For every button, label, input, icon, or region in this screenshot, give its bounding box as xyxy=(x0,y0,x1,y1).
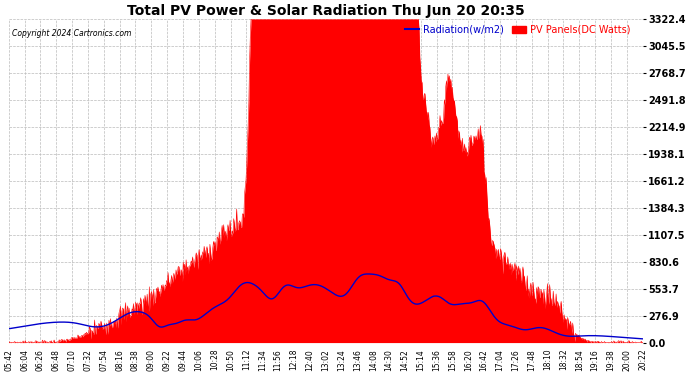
Title: Total PV Power & Solar Radiation Thu Jun 20 20:35: Total PV Power & Solar Radiation Thu Jun… xyxy=(127,4,524,18)
Legend: Radiation(w/m2), PV Panels(DC Watts): Radiation(w/m2), PV Panels(DC Watts) xyxy=(401,21,635,39)
Text: Copyright 2024 Cartronics.com: Copyright 2024 Cartronics.com xyxy=(12,29,131,38)
